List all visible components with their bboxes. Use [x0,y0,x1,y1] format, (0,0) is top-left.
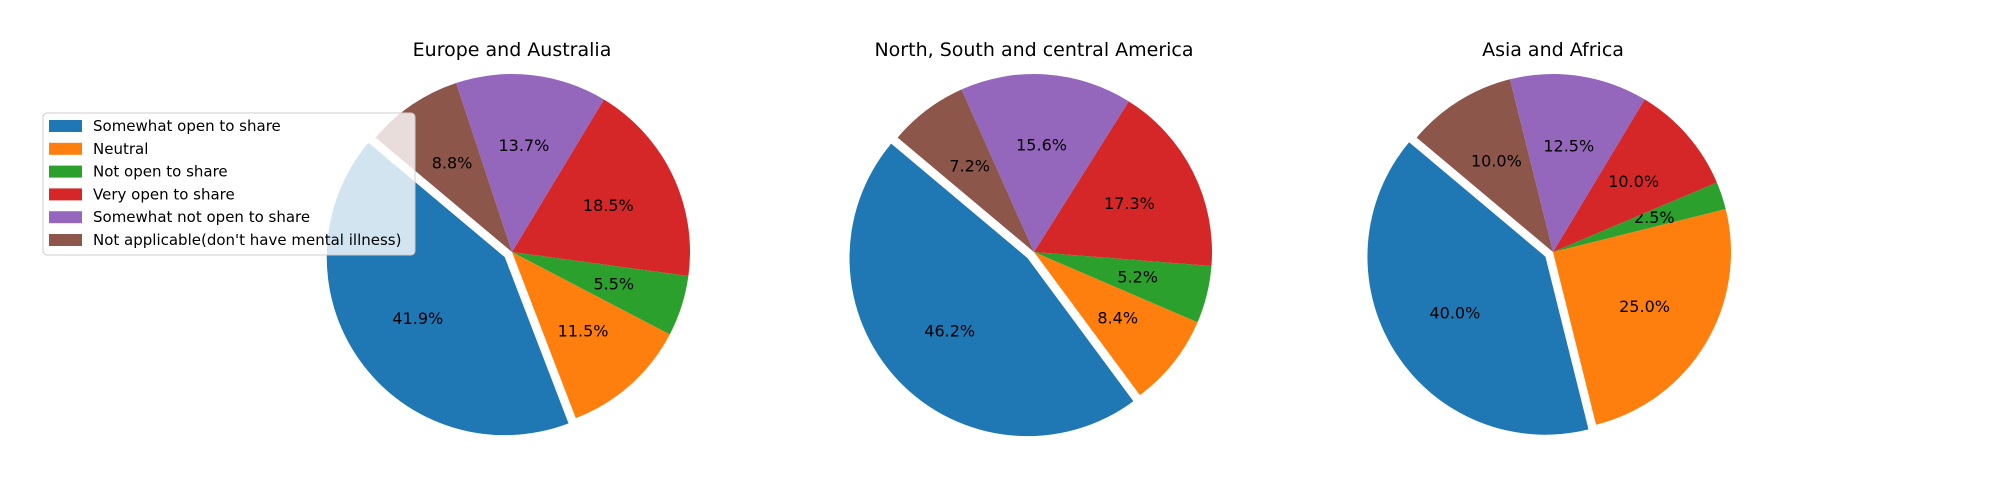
legend-label: Neutral [93,140,148,158]
legend-swatch [49,142,82,155]
slice-percent-label: 10.0% [1471,151,1522,170]
legend-swatch [49,211,82,224]
pie-slice [849,143,1134,437]
legend-swatch [49,188,82,201]
legend: Somewhat open to share Neutral Not open to… [42,112,416,256]
pie-slice [1553,99,1717,252]
pie-slice [1553,182,1726,252]
legend-frame [42,112,416,256]
slice-percent-label: 5.2% [1117,268,1158,287]
pie-chart-2: North, South and central America 46.2% 8.4… [849,39,1212,437]
slice-percent-label: 41.9% [392,309,443,328]
pies-layer: Europe and Australia 41.9% 11.5% 5.5% 18.5% 1… [326,39,1731,437]
slice-percent-label: 17.3% [1104,194,1155,213]
pie-slice [1034,101,1212,266]
legend-swatch [49,120,82,132]
pie-slice [1553,208,1731,425]
slice-percent-label: 10.0% [1608,172,1659,191]
slice-percent-label: 13.7% [498,136,549,155]
pie-slice [512,99,690,276]
pie-title: North, South and central America [874,39,1193,61]
slice-percent-label: 46.2% [924,321,975,340]
pie-slice [897,89,1034,253]
legend-swatch [49,165,82,178]
legend-label: Somewhat open to share [93,117,281,135]
slice-percent-label: 12.5% [1543,136,1594,155]
legend-label: Very open to share [93,185,235,203]
legend-label: Not applicable(don't have mental illness… [93,231,401,249]
pie-slice [1509,73,1645,252]
pie-slice [1367,142,1589,435]
pie-title: Europe and Australia [413,39,612,61]
slice-percent-label: 25.0% [1619,297,1670,316]
legend-label: Somewhat not open to share [93,208,310,226]
legend-label: Not open to share [93,163,228,181]
slice-percent-label: 15.6% [1016,135,1067,154]
pie-slice [1416,79,1553,253]
slice-percent-label: 11.5% [558,322,609,341]
pie-slice [512,252,670,419]
slice-percent-label: 8.4% [1097,308,1138,327]
pie-slice [961,74,1129,252]
pie-title: Asia and Africa [1482,39,1624,61]
pie-slice [1034,252,1212,323]
pie-slice [456,74,604,253]
slice-percent-label: 18.5% [583,196,634,215]
slice-percent-label: 7.2% [949,157,990,176]
slice-percent-label: 40.0% [1429,303,1480,322]
slice-percent-label: 5.5% [593,274,634,293]
slice-percent-label: 8.8% [432,154,473,173]
pie-slice [1034,252,1198,396]
legend-swatch [49,234,82,246]
pie-slice [512,252,689,335]
